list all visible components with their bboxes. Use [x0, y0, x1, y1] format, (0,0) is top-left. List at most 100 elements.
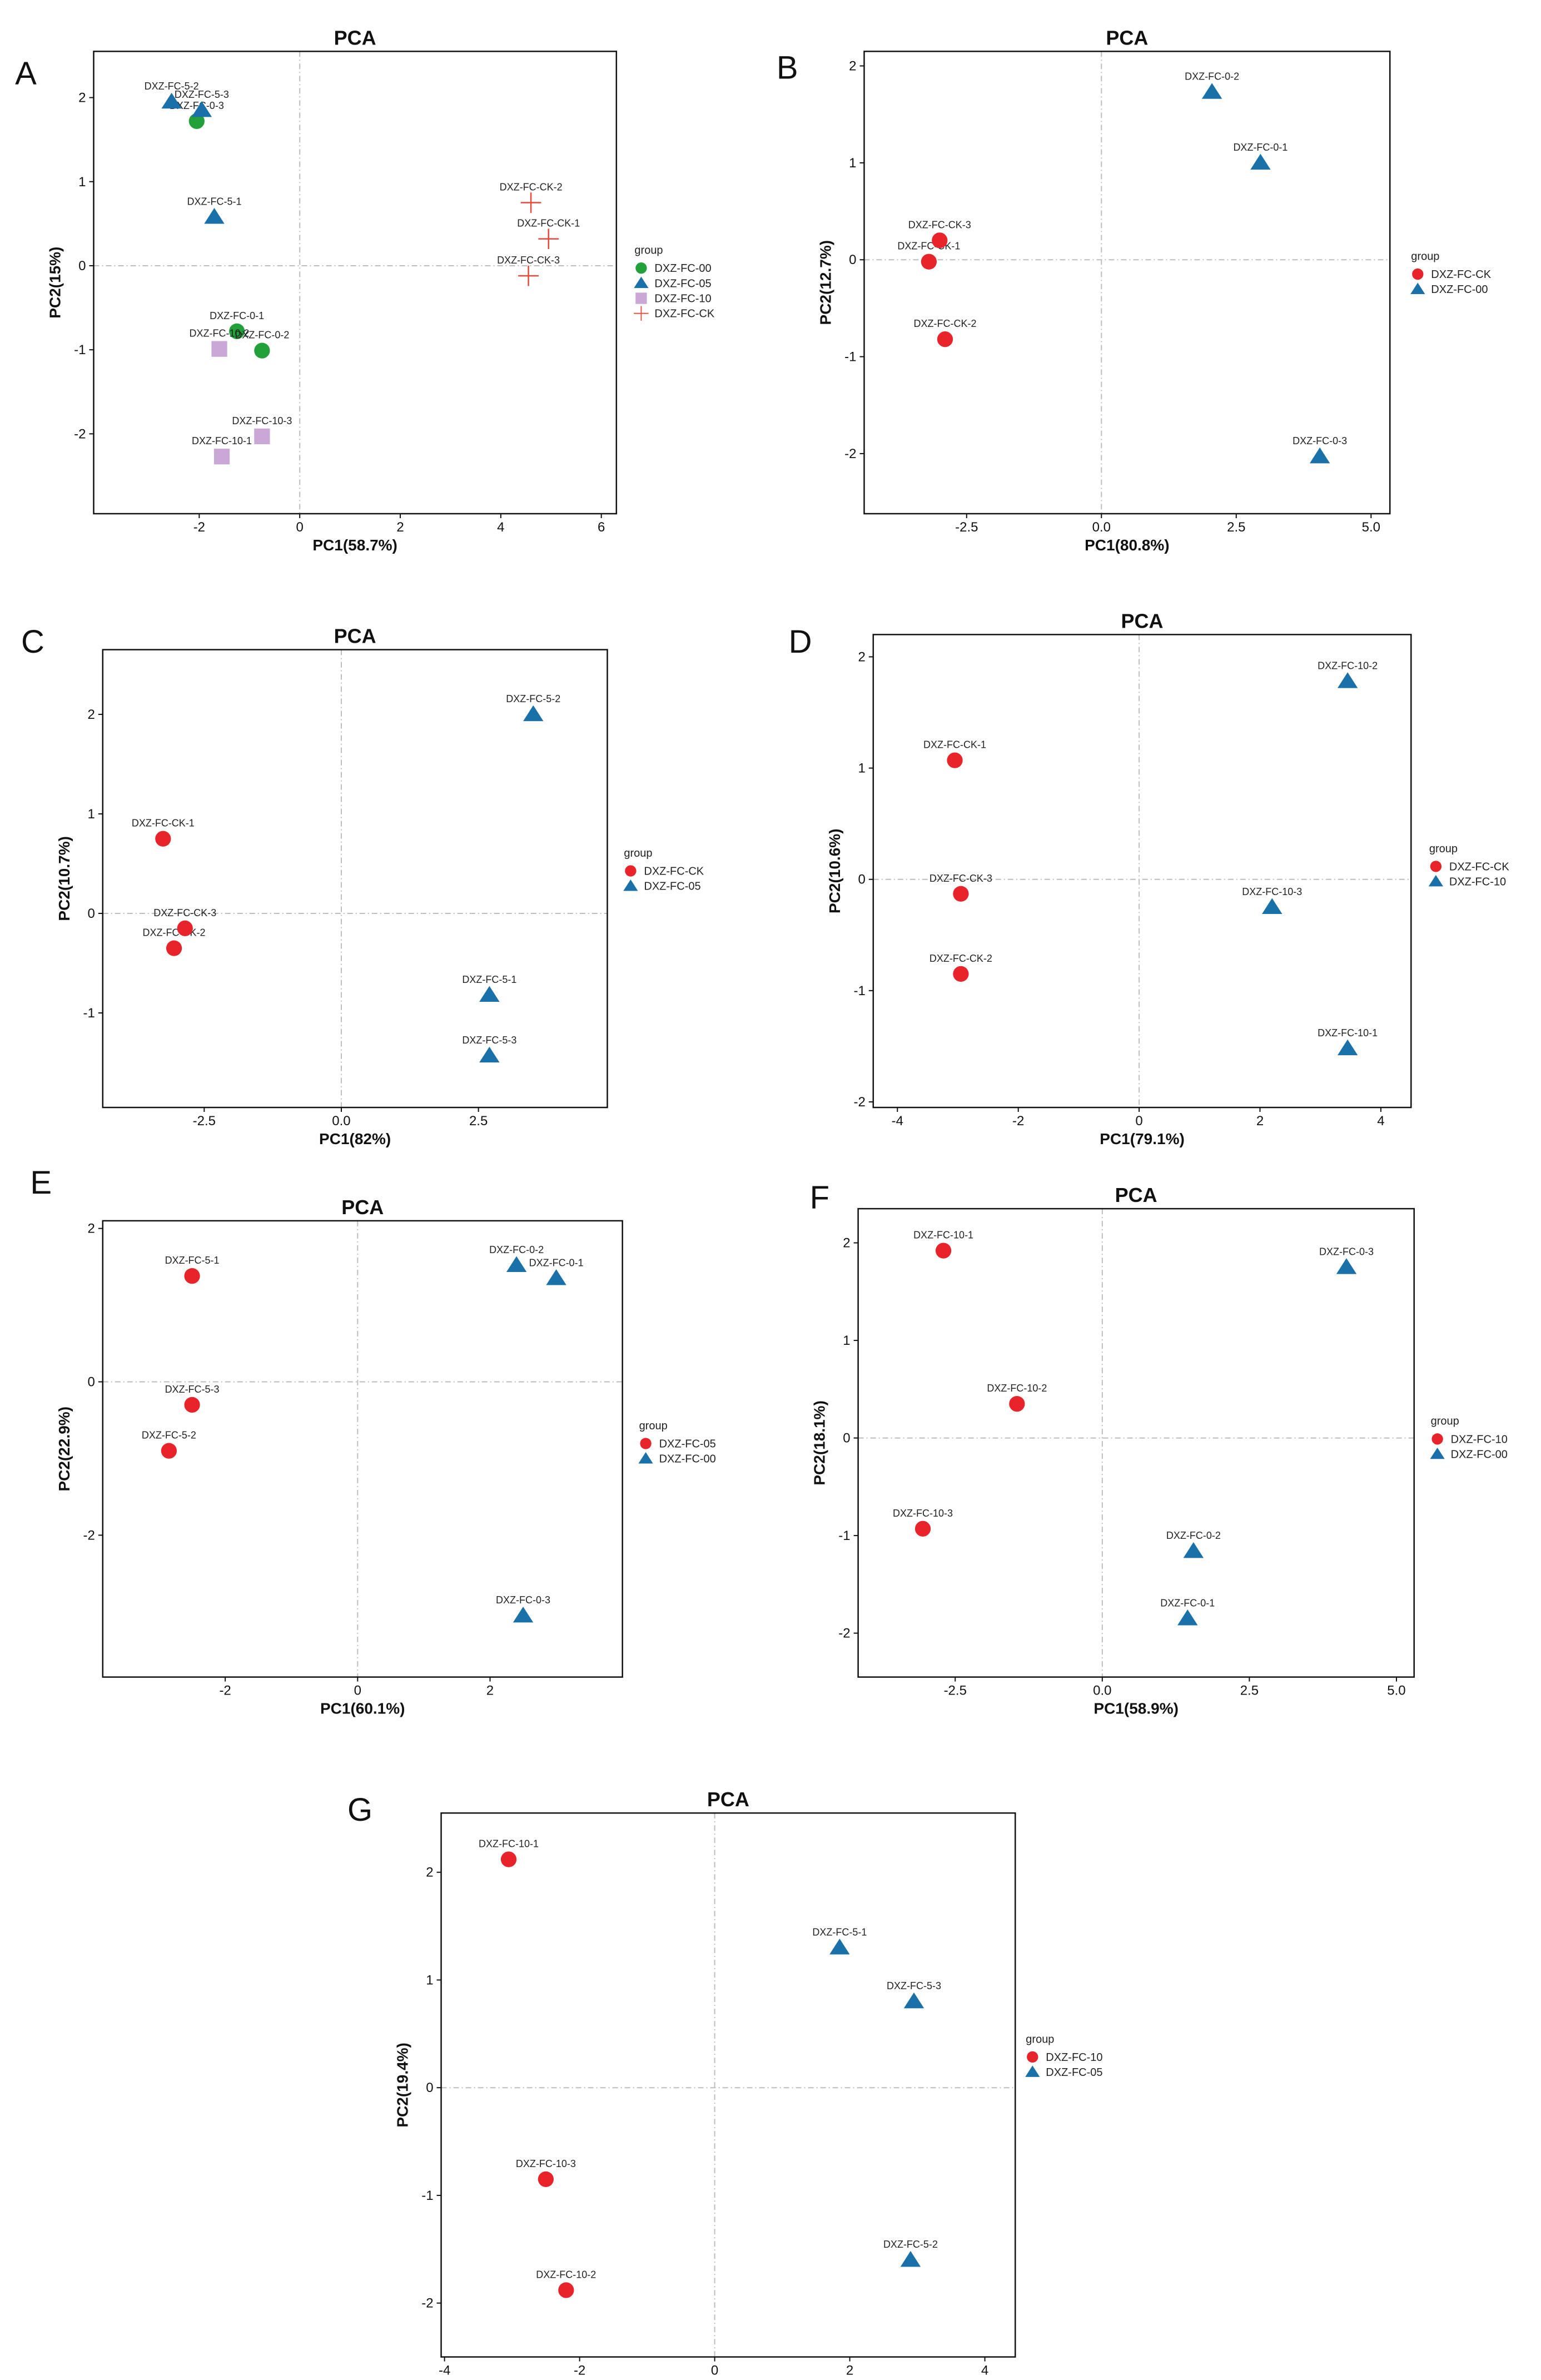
x-tick-label: 2.5	[1240, 1683, 1259, 1698]
x-tick-label: 4	[981, 2363, 988, 2378]
point-label: DXZ-FC-CK-3	[908, 219, 971, 230]
y-tick-label: 2	[78, 91, 86, 106]
point-label: DXZ-FC-5-3	[887, 1980, 941, 1991]
x-tick-label: -2.5	[193, 1114, 216, 1129]
x-tick-label: 6	[598, 520, 605, 535]
data-point	[188, 113, 205, 130]
legend-item: DXZ-FC-05	[659, 1438, 716, 1450]
data-point	[518, 265, 539, 286]
chart-title: PCA	[341, 1196, 384, 1219]
point-label: DXZ-FC-0-3	[496, 1594, 550, 1606]
data-point	[520, 192, 541, 213]
point-label: DXZ-FC-CK-3	[929, 873, 992, 884]
point-label: DXZ-FC-10-2	[536, 2269, 596, 2280]
point-label: DXZ-FC-10-3	[1242, 886, 1302, 897]
point-label: DXZ-FC-0-2	[235, 330, 289, 341]
data-point	[953, 966, 969, 982]
legend-item: DXZ-FC-05	[654, 277, 711, 290]
data-point	[254, 342, 270, 359]
legend-marker	[635, 292, 647, 304]
y-tick-label: 1	[843, 1333, 850, 1348]
y-axis-label: PC2(12.7%)	[817, 240, 834, 325]
data-point	[953, 886, 969, 902]
point-label: DXZ-FC-CK-2	[143, 927, 206, 938]
point-label: DXZ-FC-5-2	[145, 81, 199, 92]
point-label: DXZ-FC-0-3	[1319, 1246, 1374, 1257]
panel-d: D PCA -4 -2 0 2 4 -2 -1 0 1 2 PC1(79.1%) PC2(10.6%) DX…	[789, 609, 1510, 1147]
data-point	[937, 331, 953, 347]
data-point	[947, 752, 963, 768]
y-tick-label: 0	[87, 1375, 95, 1390]
y-tick-label: 0	[843, 1431, 850, 1446]
x-tick-label: 2	[396, 520, 404, 535]
data-point	[558, 2282, 574, 2298]
point-label: DXZ-FC-0-2	[489, 1244, 544, 1255]
x-tick-label: 0.0	[1092, 520, 1111, 535]
y-tick-label: -2	[853, 1095, 865, 1110]
y-tick-label: 2	[849, 59, 856, 74]
x-tick-label: -4	[439, 2363, 450, 2378]
y-tick-label: 2	[858, 649, 865, 664]
legend-marker	[1430, 1447, 1445, 1459]
x-axis-label: PC1(58.9%)	[1093, 1700, 1179, 1717]
data-point	[903, 1992, 924, 2009]
y-tick-label: -2	[844, 446, 856, 461]
data-point	[184, 1397, 200, 1413]
data-point	[546, 1269, 566, 1285]
legend-marker	[623, 879, 638, 891]
y-tick-label: 1	[849, 156, 856, 171]
y-tick-label: -1	[74, 342, 86, 357]
x-tick-label: 5.0	[1362, 520, 1380, 535]
data-point	[191, 101, 212, 117]
point-label: DXZ-FC-0-3	[1293, 435, 1347, 446]
legend-item: DXZ-FC-05	[644, 881, 700, 893]
point-label: DXZ-FC-5-2	[883, 2239, 938, 2250]
data-point	[213, 449, 230, 465]
point-label: DXZ-FC-CK-1	[897, 241, 960, 252]
x-axis-label: PC1(79.1%)	[1100, 1130, 1185, 1147]
x-tick-label: 2	[846, 2363, 853, 2378]
panel-c: C PCA -2.5 0.0 2.5 -1 0 1 2 PC1(82%) PC2(10.7%) DXZ…	[21, 624, 704, 1147]
x-tick-label: 0	[354, 1683, 361, 1698]
y-tick-label: 1	[87, 807, 95, 822]
legend-title: group	[1429, 843, 1458, 855]
point-label: DXZ-FC-5-1	[187, 196, 241, 207]
legend-marker	[1428, 875, 1443, 887]
point-label: DXZ-FC-0-1	[529, 1257, 584, 1268]
legend-marker	[1025, 2065, 1040, 2077]
point-label: DXZ-FC-CK-3	[153, 907, 216, 918]
point-label: DXZ-FC-5-1	[462, 974, 516, 985]
legend-item: DXZ-FC-10	[654, 293, 711, 305]
data-point	[1009, 1396, 1025, 1412]
y-tick-label: 0	[78, 259, 86, 274]
x-tick-label: 4	[497, 520, 504, 535]
data-point	[1337, 672, 1358, 688]
plot-frame	[857, 1208, 1415, 1678]
chart-title: PCA	[1121, 609, 1164, 632]
panel-letter: E	[30, 1165, 52, 1201]
panel-letter: D	[789, 624, 812, 660]
point-label: DXZ-FC-0-3	[170, 100, 224, 111]
legend-marker	[1410, 282, 1425, 294]
y-axis-label: PC2(10.6%)	[826, 828, 843, 913]
data-point	[1337, 1039, 1358, 1056]
x-tick-label: 2	[486, 1683, 494, 1698]
legend-item: DXZ-FC-CK	[644, 866, 704, 878]
point-label: DXZ-FC-CK-1	[517, 218, 580, 229]
data-point	[500, 1851, 517, 1867]
data-point	[204, 208, 225, 224]
data-point	[1336, 1258, 1357, 1274]
y-tick-label: -1	[844, 350, 856, 365]
y-axis-label: PC2(22.9%)	[56, 1407, 73, 1492]
point-label: DXZ-FC-5-2	[142, 1430, 196, 1441]
data-point	[914, 1521, 931, 1537]
point-label: DXZ-FC-0-2	[1166, 1530, 1221, 1541]
data-point	[177, 920, 193, 936]
point-label: DXZ-FC-5-3	[462, 1035, 516, 1046]
data-point	[1309, 447, 1330, 464]
data-point	[921, 254, 937, 270]
point-label: DXZ-FC-CK-2	[500, 182, 563, 193]
data-point	[506, 1256, 527, 1273]
y-tick-label: 0	[426, 2080, 433, 2095]
